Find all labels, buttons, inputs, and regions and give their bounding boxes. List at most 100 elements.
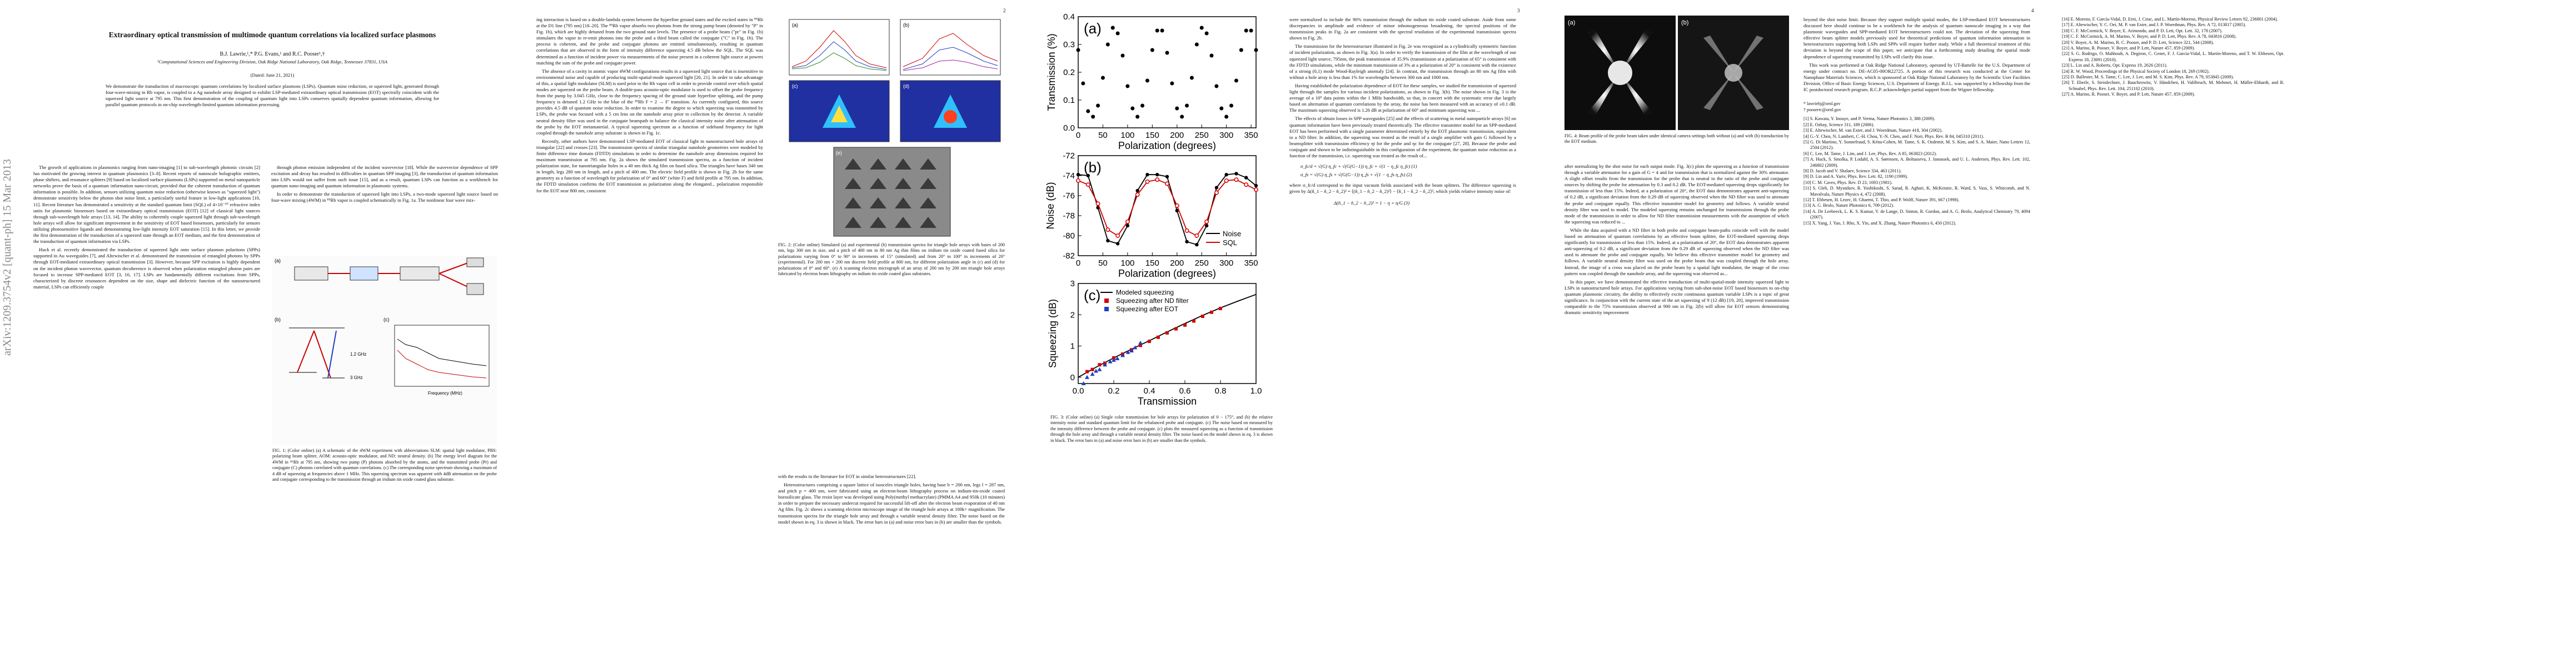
reference-item: [22] S. G. Rodrigo, O. Mahboub, A. Degir… (2062, 51, 2284, 62)
data-point (1135, 188, 1139, 193)
page-2: 2 ing interaction is based on a double-l… (514, 0, 1025, 667)
figure-2: (a) (b) (c) (d) (e) (778, 17, 1005, 239)
y-tick-label: 0.3 (1063, 40, 1075, 49)
data-point (1129, 348, 1134, 352)
paragraph: beyond the shot noise limit. Because the… (1803, 17, 2030, 59)
data-point (1120, 53, 1125, 58)
data-point (1174, 203, 1179, 208)
reference-item: [17] E. Altewischer, Y. C. Oei, M. P. va… (2062, 22, 2246, 28)
paragraph: In order to demonstrate the transduction… (271, 191, 498, 203)
equation-2: σ_fs = √(G) η_fs + √(G(G−1)) η_fs + √(1 … (1301, 172, 1412, 178)
panel-label-a: (a) (1568, 19, 1575, 26)
paragraph: While the data acquired with a ND filter… (1564, 227, 1789, 276)
data-point (1165, 331, 1169, 335)
data-point (1160, 28, 1164, 33)
data-point (1165, 51, 1169, 55)
data-point (1194, 42, 1199, 47)
data-point (1185, 240, 1189, 243)
page3-right-column: were normalized to include the 90% trans… (1289, 17, 1516, 207)
figure-4-beam-profiles: (a) (b) (1564, 16, 1789, 130)
data-point (1135, 115, 1140, 119)
page1-right-column: through photon emission independent of t… (271, 165, 498, 204)
x-axis-label: Transmission (1138, 396, 1197, 407)
legend-swatch (1104, 298, 1109, 303)
data-point (1115, 356, 1120, 360)
data-point (1098, 363, 1102, 367)
plot-area (1078, 155, 1257, 256)
reference-item: [20] V. Boyer, A. M. Marino, R. C. Poose… (2062, 39, 2214, 45)
data-point (1150, 48, 1154, 52)
data-point (1155, 173, 1159, 177)
data-point (1076, 178, 1080, 183)
reference-item: [23] L. Lin and A. Roberts, Opt. Express… (2062, 63, 2168, 68)
y-tick-label: 0.0 (1063, 123, 1075, 133)
x-tick-label: 0.6 (1179, 386, 1191, 396)
data-point (1165, 175, 1169, 178)
svg-text:3 GHz: 3 GHz (350, 375, 363, 380)
figure-1-schematic: (a) (b) 1.2 GHz 3 GHz (c) Frequency (MHz… (272, 256, 497, 445)
figure-1-caption: FIG. 1: (Color online) (a) A schematic o… (272, 448, 497, 482)
data-point (1135, 192, 1140, 197)
y-axis-label: Transmission (%) (1046, 33, 1057, 111)
reference-item: [2] E. Ozbay, Science 311, 189 (2006). (1803, 122, 1875, 127)
data-point (1180, 115, 1184, 119)
page4-left-column: after normalizing by the shot noise for … (1564, 163, 1789, 316)
data-point (1105, 42, 1110, 47)
x-tick-label: 250 (1195, 131, 1209, 140)
data-point (1204, 223, 1209, 228)
reference-item: [21] A. Marino, R. Pooser, V. Boyer, and… (2062, 46, 2195, 51)
data-point (1234, 172, 1238, 176)
paragraph: Huck et al. recently demonstrated the tr… (33, 247, 260, 290)
page-number: 2 (1003, 8, 1006, 13)
data-point (1130, 106, 1135, 111)
paragraph: were normalized to include the 90% trans… (1289, 17, 1516, 41)
paper-title: Extraordinary optical transmission of mu… (108, 31, 436, 39)
data-point (1085, 182, 1090, 187)
reference-item: [11] S. Gleb, D. Mysnikov, R. Yoshikoshi… (1803, 186, 2030, 197)
page2-right-column: with the results in the literature for E… (778, 474, 1005, 525)
data-point (1110, 26, 1115, 30)
footnote: * lawriebj@ornl.gov (1803, 101, 1841, 107)
page1-left-column: The growth of applications in plasmonics… (33, 165, 260, 290)
reference-item: [24] R. W. Wood, Proceedings of the Phys… (2062, 68, 2210, 74)
data-point (1234, 177, 1239, 182)
paragraph: Recently, other authors have demonstrate… (536, 138, 763, 193)
page2-left-column: ing interaction is based on a double-lam… (536, 17, 763, 194)
data-point (1254, 187, 1258, 192)
data-point (1155, 28, 1159, 33)
references-list: [1] S. Kawata, Y. Inouye, and P. Verma, … (1803, 116, 2030, 226)
data-point (1229, 103, 1234, 108)
data-point (1103, 362, 1107, 367)
x-tick-label: 1.0 (1250, 386, 1262, 396)
y-tick-label: 0.2 (1063, 68, 1075, 77)
page-3: 3 (a) 0 50 100 150 200 250 300 350 0.0 0.1 0.2 0.3 0… (1028, 0, 1539, 667)
x-tick-label: 0 (1076, 258, 1080, 268)
data-point (1183, 323, 1187, 327)
data-point (1145, 179, 1150, 184)
data-point (1094, 369, 1098, 373)
abstract: We demonstrate the transduction of macro… (106, 83, 439, 107)
x-tick-label: 0.0 (1073, 386, 1084, 396)
data-point (1091, 115, 1095, 119)
footnote: † pooserrc@ornl.gov (1803, 107, 1841, 113)
paragraph: after normalizing by the shot noise for … (1564, 163, 1789, 225)
arxiv-stamp: arXiv:1209.3754v2 [quant-ph] 15 Mar 2013 (1, 159, 13, 356)
paper-date: (Dated: June 21, 2021) (250, 72, 295, 78)
paper-affiliation: ¹Computational Sciences and Engineering … (157, 59, 387, 64)
x-tick-label: 0.2 (1108, 386, 1120, 396)
data-point (1194, 233, 1199, 238)
data-point (1210, 310, 1213, 314)
figure-4-caption: FIG. 4: Beam profile of the probe beam t… (1564, 133, 1789, 145)
x-tick-label: 300 (1219, 258, 1233, 268)
page4-right-column: beyond the shot noise limit. Because the… (1803, 17, 2030, 226)
x-tick-label: 0.4 (1144, 386, 1155, 396)
page-1: arXiv:1209.3754v2 [quant-ph] 15 Mar 2013… (0, 0, 511, 667)
page-number: 3 (1517, 8, 1520, 13)
reference-item: [25] D. Ballester, M. S. Tame, C. Lee, J… (2062, 74, 2234, 80)
paragraph: The absence of a cavity in atomic vapor … (536, 68, 763, 136)
paragraph: The growth of applications in plasmonics… (33, 165, 260, 245)
paragraph: ing interaction is based on a double-lam… (536, 17, 763, 66)
data-point (1254, 48, 1258, 52)
legend-label: Squeezing after EOT (1116, 305, 1179, 313)
data-point (1204, 31, 1209, 36)
